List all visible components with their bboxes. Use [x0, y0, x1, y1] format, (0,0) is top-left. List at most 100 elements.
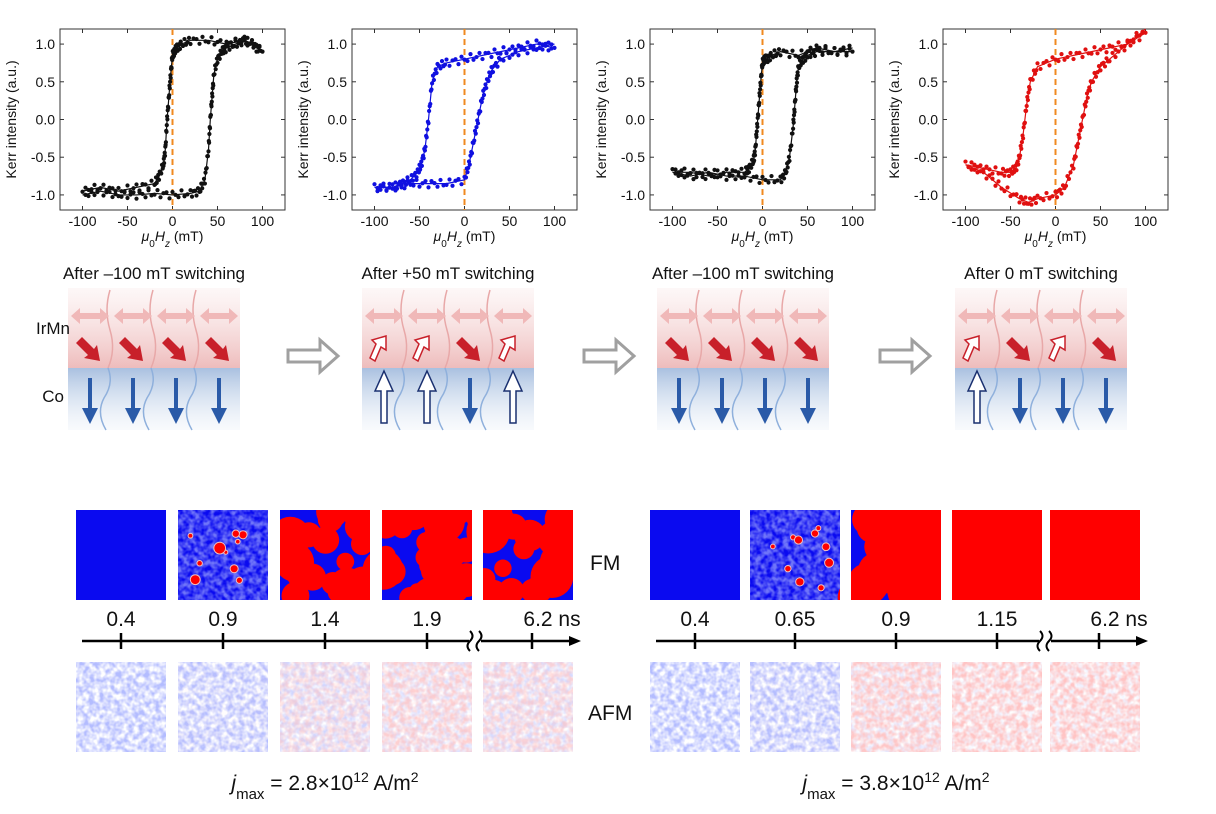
data-point [984, 176, 989, 181]
up-domain [427, 520, 444, 537]
data-point [703, 167, 708, 172]
x-label-part: 0 [149, 239, 155, 250]
data-point [169, 56, 174, 61]
data-point [423, 178, 428, 184]
fm-spin-down-arrow-icon [82, 378, 98, 424]
afm-double-arrow-icon [703, 308, 741, 324]
data-point [688, 170, 693, 176]
data-point [504, 50, 509, 55]
data-point [715, 175, 720, 180]
data-point [92, 182, 97, 187]
data-point [791, 126, 796, 131]
data-point [1079, 124, 1084, 130]
data-point [1131, 40, 1136, 45]
data-point [1071, 56, 1076, 62]
afm-spin-down-arrow-icon [665, 337, 689, 361]
data-point [841, 45, 846, 50]
x-axis-label: μ0Hz (mT) [1024, 228, 1087, 250]
data-point [170, 49, 175, 54]
data-point [537, 41, 542, 46]
data-point [1059, 52, 1064, 57]
data-point [182, 36, 187, 42]
time-label: 0.4 [680, 608, 710, 631]
data-point [694, 175, 699, 180]
data-point [817, 48, 822, 54]
data-point [525, 51, 530, 56]
data-point [1077, 135, 1082, 140]
x-tick-label: 50 [502, 213, 518, 229]
data-point [248, 41, 253, 46]
afm-red-texture [483, 662, 573, 752]
data-point [131, 186, 136, 191]
data-point [1035, 193, 1040, 198]
time-axis-arrowhead-icon [1136, 636, 1148, 646]
data-point [697, 170, 702, 176]
time-label: 1.9 [412, 608, 441, 631]
grain-boundary [142, 367, 154, 431]
loop-branch-2 [374, 43, 555, 188]
data-point [234, 44, 240, 49]
data-point [80, 189, 85, 194]
data-point [432, 181, 437, 186]
data-point [1137, 38, 1142, 43]
data-point [763, 177, 768, 183]
j-symbol: j [799, 772, 808, 795]
co-layer [68, 368, 240, 430]
fm-spin-up-arrow-icon [502, 369, 524, 424]
data-point [1071, 166, 1076, 171]
schematic-panel-4: After 0 mT switching [955, 264, 1127, 431]
data-point [676, 173, 681, 179]
data-point [772, 48, 777, 53]
data-point [428, 88, 433, 93]
time-label: 1.4 [310, 608, 340, 631]
x-tick-label: -100 [658, 213, 686, 229]
data-point [791, 117, 796, 122]
data-point [486, 50, 491, 56]
grain-boundary [486, 289, 494, 369]
data-point [1024, 103, 1029, 109]
x-tick-label: 100 [543, 213, 567, 229]
data-point [165, 108, 170, 113]
afm-spin-down-arrow-icon [76, 337, 100, 361]
data-point [492, 47, 497, 52]
afm-spin-down-arrow-icon [456, 337, 480, 361]
data-point [1050, 55, 1055, 60]
up-nucleus [821, 542, 831, 552]
data-point [1003, 169, 1009, 174]
data-point [1083, 104, 1088, 109]
data-point [1014, 192, 1019, 197]
grain-boundary [993, 289, 1001, 369]
fm-spin-down-arrow-icon [1012, 378, 1028, 424]
data-point [694, 170, 699, 175]
data-point [424, 133, 429, 138]
data-point [159, 162, 165, 167]
simulation-set-2: 0.4 0.65 0.9 1.15 6.2 ns jmax = 3.8×1012 A/m2 [650, 510, 1148, 803]
data-point [1031, 68, 1036, 73]
data-point [417, 162, 422, 167]
data-point [1016, 153, 1022, 158]
data-point [733, 177, 738, 182]
data-point [396, 182, 401, 187]
data-point [510, 44, 515, 49]
y-tick-label: 1.0 [328, 36, 348, 52]
data-point [168, 66, 174, 72]
data-point [158, 195, 163, 200]
data-point [444, 182, 449, 187]
fm-spin-down-arrow-icon [800, 378, 816, 424]
data-point [754, 129, 759, 134]
up-domain [336, 552, 355, 571]
data-point [1107, 43, 1112, 48]
data-point [1065, 54, 1070, 60]
data-point [1098, 47, 1103, 52]
data-point [176, 195, 181, 200]
panel-title: After –100 mT switching [652, 264, 834, 283]
data-point [691, 177, 696, 182]
data-point [157, 169, 162, 174]
data-point [119, 194, 124, 199]
data-point [727, 171, 732, 176]
data-point [122, 189, 127, 194]
afm-spin-down-arrow-icon [751, 337, 775, 361]
data-point [540, 47, 545, 52]
data-point [447, 63, 452, 68]
data-point [794, 84, 799, 89]
